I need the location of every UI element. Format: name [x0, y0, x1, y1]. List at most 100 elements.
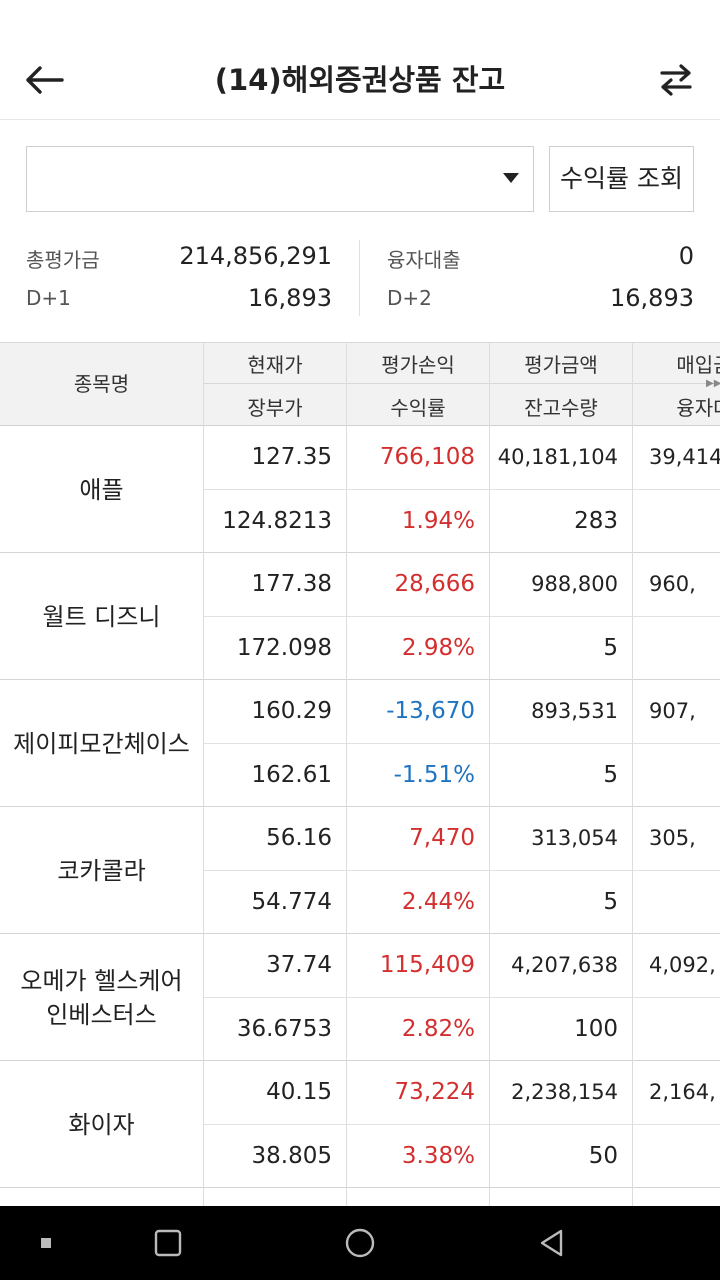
loan-value: 0 — [678, 242, 694, 270]
row-divider — [0, 1187, 720, 1188]
stock-name: 제이피모간체이스 — [13, 729, 190, 758]
header-eval-pnl: 평가손익 — [381, 353, 455, 377]
account-select[interactable] — [26, 146, 534, 212]
total-eval-label: 총평가금 — [26, 248, 100, 272]
holdings-table[interactable]: 종목명 현재가 평가손익 평가금액 매입금 장부가 수익률 잔고수량 융자대 ▶… — [0, 342, 720, 1206]
quantity: 5 — [603, 889, 618, 915]
header-current-price: 현재가 — [247, 353, 303, 377]
eval-pnl: 28,666 — [394, 571, 475, 597]
quantity: 100 — [574, 1016, 618, 1042]
purchase-amount: 907, — [649, 699, 696, 723]
stock-name: 애플 — [79, 475, 124, 504]
balance-summary: 총평가금 214,856,291 융자대출 0 D+1 16,893 D+2 1… — [0, 232, 720, 322]
header-mid-line — [203, 383, 720, 384]
book-price: 124.8213 — [222, 508, 332, 534]
recents-button[interactable] — [146, 1206, 190, 1280]
back-nav-button[interactable] — [528, 1206, 576, 1280]
book-price: 54.774 — [251, 889, 332, 915]
row-mid-line — [203, 616, 720, 617]
quantity: 283 — [574, 508, 618, 534]
app-header: (14)해외증권상품 잔고 — [0, 0, 720, 120]
stock-name: 오메가 헬스케어 인베스터스 — [20, 966, 183, 1029]
header-stock-name: 종목명 — [73, 372, 130, 396]
book-price: 38.805 — [251, 1143, 332, 1169]
recent-dot-button[interactable] — [24, 1206, 68, 1280]
stock-name: 코카콜라 — [57, 856, 146, 885]
purchase-amount: 2,164, — [649, 1080, 716, 1104]
row-mid-line — [203, 870, 720, 871]
current-price: 160.29 — [251, 698, 332, 724]
purchase-amount: 4,092, — [649, 953, 716, 977]
quantity: 5 — [603, 635, 618, 661]
table-header — [0, 342, 720, 426]
d1-value: 16,893 — [248, 284, 332, 312]
current-price: 177.38 — [251, 571, 332, 597]
return-rate: 1.94% — [401, 508, 475, 534]
current-price: 127.35 — [251, 444, 332, 470]
eval-pnl: 115,409 — [379, 952, 475, 978]
return-rate: 2.82% — [401, 1016, 475, 1042]
d1-label: D+1 — [26, 286, 71, 310]
quantity: 5 — [603, 762, 618, 788]
return-rate: -1.51% — [393, 762, 475, 788]
arrow-left-icon — [26, 66, 64, 94]
eval-pnl: 7,470 — [409, 825, 475, 851]
header-eval-amount: 평가금액 — [524, 353, 598, 377]
row-divider — [0, 679, 720, 680]
row-mid-line — [203, 997, 720, 998]
return-rate: 3.38% — [401, 1143, 475, 1169]
return-rate: 2.44% — [401, 889, 475, 915]
circle-home-icon — [345, 1228, 375, 1258]
purchase-amount: 305, — [649, 826, 696, 850]
summary-divider — [359, 240, 360, 316]
purchase-amount: 960, — [649, 572, 696, 596]
row-divider — [0, 806, 720, 807]
yield-query-button[interactable]: 수익률 조회 — [549, 146, 694, 212]
home-button[interactable] — [336, 1206, 384, 1280]
eval-amount: 313,054 — [531, 826, 618, 850]
col-divider — [346, 342, 347, 1206]
purchase-amount: 39,414 — [649, 445, 720, 469]
eval-amount: 988,800 — [531, 572, 618, 596]
quantity: 50 — [588, 1143, 618, 1169]
current-price: 37.74 — [266, 952, 332, 978]
book-price: 162.61 — [251, 762, 332, 788]
eval-amount: 40,181,104 — [497, 445, 618, 469]
row-divider — [0, 552, 720, 553]
page-title: (14)해외증권상품 잔고 — [214, 63, 506, 97]
col-divider — [632, 342, 633, 1206]
chevron-down-icon — [503, 173, 519, 183]
row-divider — [0, 933, 720, 934]
row-mid-line — [203, 1124, 720, 1125]
row-divider — [0, 1060, 720, 1061]
recent-dot-icon — [41, 1238, 51, 1248]
d2-label: D+2 — [387, 286, 432, 310]
header-book-price: 장부가 — [247, 396, 303, 420]
d2-value: 16,893 — [610, 284, 694, 312]
system-navigation-bar — [0, 1206, 720, 1280]
header-quantity: 잔고수량 — [524, 396, 598, 420]
return-rate: 2.98% — [401, 635, 475, 661]
header-return-rate: 수익률 — [390, 396, 446, 420]
loan-label: 융자대출 — [387, 248, 461, 272]
stock-name: 화이자 — [68, 1110, 135, 1139]
row-mid-line — [203, 743, 720, 744]
row-mid-line — [203, 489, 720, 490]
triangle-back-icon — [540, 1229, 563, 1257]
eval-pnl: -13,670 — [386, 698, 475, 724]
header-purchase-amount: 매입금 — [676, 353, 720, 377]
total-eval-value: 214,856,291 — [179, 242, 332, 270]
stock-name: 월트 디즈니 — [42, 602, 161, 631]
swap-arrows-icon — [660, 64, 692, 96]
eval-amount: 893,531 — [531, 699, 618, 723]
eval-amount: 2,238,154 — [511, 1080, 618, 1104]
eval-pnl: 73,224 — [394, 1079, 475, 1105]
square-home-icon — [154, 1229, 182, 1257]
col-divider — [203, 342, 204, 1206]
book-price: 36.6753 — [236, 1016, 332, 1042]
scroll-right-icon[interactable]: ▶▶ — [706, 378, 720, 389]
eval-amount: 4,207,638 — [511, 953, 618, 977]
eval-pnl: 766,108 — [379, 444, 475, 470]
back-button[interactable] — [20, 58, 68, 102]
swap-button[interactable] — [652, 58, 700, 102]
